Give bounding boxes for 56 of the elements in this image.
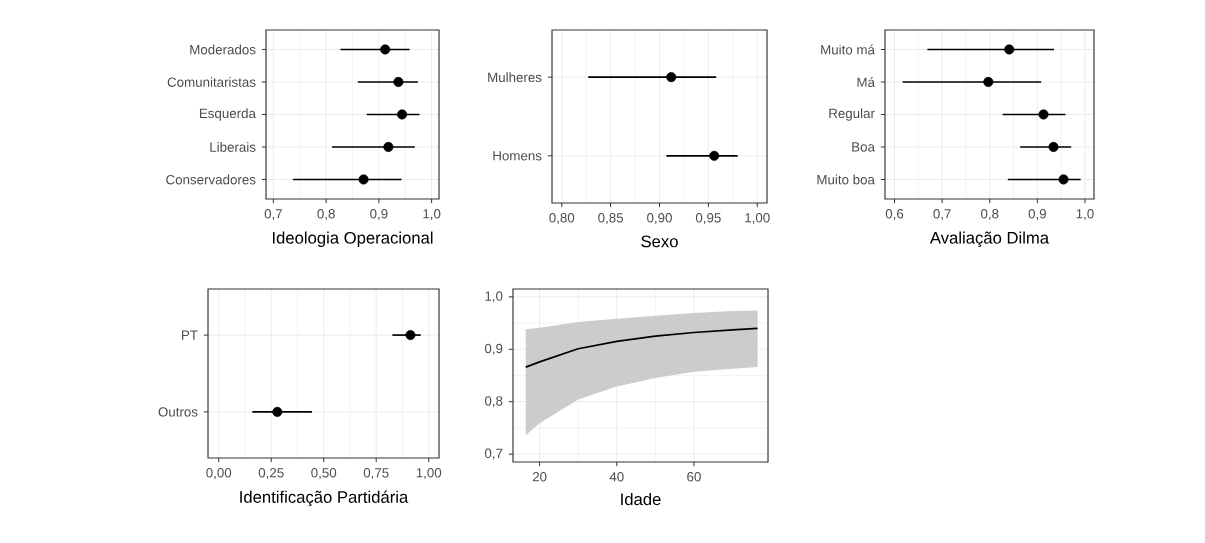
y-tick-label: 0,9	[484, 343, 503, 355]
x-axis-title: Identificação Partidária	[240, 490, 409, 507]
point	[397, 109, 408, 120]
point	[383, 141, 394, 152]
y-tick-label: Moderados	[190, 44, 256, 55]
y-tick-label: Liberais	[210, 142, 256, 152]
point	[1038, 109, 1049, 120]
x-tick-label: 0,6	[885, 209, 904, 221]
point	[1048, 141, 1059, 152]
y-tick-label: 0,8	[484, 396, 503, 408]
x-axis-title: Avaliação Dilma	[929, 231, 1050, 248]
y-tick-label: Muito boa	[817, 174, 875, 185]
y-tick-label: Outros	[158, 407, 198, 417]
x-tick-label: 1,0	[1076, 209, 1094, 221]
y-tick-label: Comunitaristas	[167, 77, 256, 87]
x-tick-label: 0,50	[311, 468, 337, 480]
x-tick-label: 0,75	[363, 468, 389, 480]
x-tick-label: 0,90	[647, 213, 672, 225]
x-tick-label: 0,00	[206, 468, 232, 480]
x-tick-label: 0,25	[258, 468, 284, 480]
y-tick-label: Boa	[852, 142, 875, 152]
x-tick-label: 1,00	[416, 468, 442, 480]
x-tick-label: 0,7	[264, 209, 282, 221]
x-tick-label: 40	[609, 472, 624, 482]
y-tick-label: Conservadores	[166, 174, 256, 185]
x-axis-title: Sexo	[641, 235, 678, 248]
x-tick-label: 60	[687, 472, 701, 482]
y-tick-label: 1,0	[485, 291, 503, 303]
x-tick-label: 20	[532, 472, 547, 482]
y-tick-label: 0,7	[484, 448, 503, 460]
y-tick-label: Muito má	[821, 44, 875, 55]
x-axis-title: Ideologia Operacional	[272, 231, 433, 248]
point	[1058, 174, 1069, 185]
point	[1004, 44, 1015, 55]
x-tick-label: 0,7	[933, 209, 951, 221]
y-tick-label: Homens	[493, 151, 542, 161]
x-tick-label: 0,8	[317, 209, 335, 221]
x-tick-label: 0,80	[549, 213, 575, 225]
y-tick-label: Esquerda	[199, 108, 256, 121]
line-series	[524, 327, 759, 368]
x-tick-label: 1,00	[745, 213, 770, 225]
x-tick-label: 0,95	[695, 213, 721, 225]
x-tick-label: 0,8	[981, 209, 999, 221]
y-tick-label: Mulheres	[488, 72, 542, 83]
x-tick-label: 0,9	[370, 209, 388, 221]
y-tick-label: Regular	[829, 108, 875, 121]
y-tick-label: Má	[857, 77, 875, 87]
x-tick-label: 0,85	[598, 213, 624, 225]
y-tick-label: PT	[182, 330, 198, 340]
point	[380, 44, 391, 55]
x-axis-title: Idade	[621, 492, 661, 506]
x-tick-label: 0,9	[1028, 209, 1046, 221]
point	[983, 76, 994, 87]
point	[393, 76, 404, 87]
point	[358, 174, 369, 185]
x-tick-label: 1,0	[423, 209, 441, 221]
